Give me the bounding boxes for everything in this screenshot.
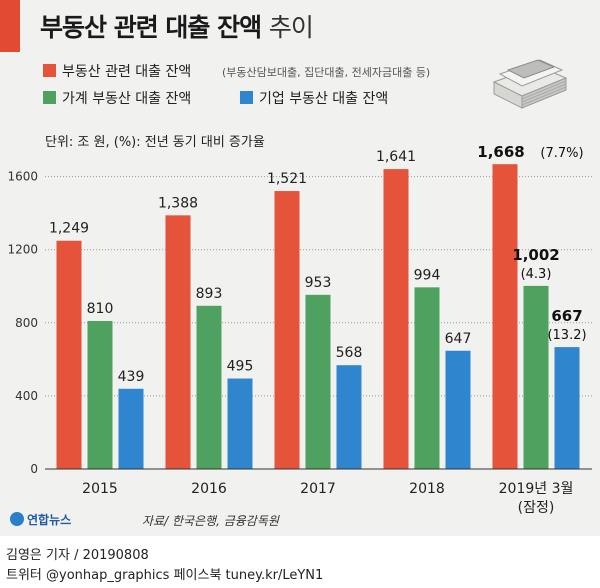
yonhap-logo-icon	[10, 512, 24, 526]
value-label: 1,249	[49, 221, 89, 237]
x-tick-label: 2015	[82, 481, 118, 497]
bar-total	[56, 240, 82, 469]
value-label: 1,521	[267, 171, 307, 187]
title-bold: 부동산 관련 대출 잔액	[40, 13, 262, 42]
value-label: 439	[118, 369, 145, 385]
legend-swatch-total	[43, 64, 56, 77]
x-tick-label: 2017	[300, 481, 336, 497]
yonhap-logo: 연합뉴스	[10, 511, 71, 528]
value-label: 1,641	[376, 149, 416, 165]
value-label: 568	[336, 345, 363, 361]
byline: 김영은 기자 / 20190808	[6, 548, 149, 563]
title-accent	[0, 0, 20, 52]
page-title: 부동산 관련 대출 잔액 추이	[40, 8, 314, 44]
title-light: 추이	[268, 13, 314, 42]
legend-label-total: 부동산 관련 대출 잔액	[62, 64, 191, 80]
bar-household	[414, 287, 440, 469]
y-tick-label: 0	[30, 462, 38, 476]
growth-label: (13.2)	[547, 328, 586, 343]
value-label: 810	[87, 301, 114, 317]
value-labels: 1,249 810 439 1,388 893 495 1,521 953 568 1,641 99…	[49, 143, 587, 385]
bar-household	[87, 320, 113, 469]
value-label: 1,388	[158, 195, 198, 211]
bar-total	[383, 169, 409, 470]
source-note: 자료/ 한국은행, 금융감독원	[142, 514, 279, 528]
y-tick-label: 1600	[7, 170, 38, 184]
bar-total	[274, 191, 300, 470]
bar-corporate	[336, 365, 362, 469]
bar-total	[492, 164, 518, 469]
bar-total	[165, 215, 191, 469]
y-tick-label: 400	[15, 389, 38, 403]
y-tick-label: 800	[15, 316, 38, 330]
unit-note: 단위: 조 원, (%): 전년 동기 대비 증가율	[45, 135, 265, 150]
logo-text: 연합뉴스	[27, 513, 72, 527]
title-bar: 부동산 관련 대출 잔액 추이	[0, 0, 600, 52]
growth-label: (4.3)	[521, 267, 552, 282]
legend-swatch-corporate	[240, 91, 253, 104]
value-label: 495	[227, 359, 254, 375]
bar-household	[305, 294, 331, 469]
bar-corporate	[118, 388, 144, 469]
x-tick-labels: 2015 2016 2017 2018 2019년 3월 (잠정)	[82, 481, 573, 516]
x-tick-label: (잠정)	[518, 500, 555, 516]
money-stack-icon	[492, 59, 568, 109]
value-label: 893	[196, 286, 223, 302]
bar-corporate	[227, 378, 253, 469]
bar-corporate	[445, 350, 471, 469]
legend-label-corporate: 기업 부동산 대출 잔액	[259, 91, 388, 107]
value-label: 953	[305, 275, 332, 291]
value-label: 647	[445, 331, 472, 347]
bar-corporate	[554, 347, 580, 469]
y-tick-labels: 0 400 800 1200 1600	[7, 170, 38, 476]
legend-label-household: 가계 부동산 대출 잔액	[62, 91, 191, 107]
x-tick-label: 2019년 3월	[499, 481, 574, 497]
legend-note-total: (부동산담보대출, 집단대출, 전세자금대출 등)	[222, 66, 430, 79]
value-label: 1,002	[512, 246, 559, 264]
footer: 김영은 기자 / 20190808 트위터 @yonhap_graphics 페…	[0, 536, 600, 588]
value-label: 1,668	[477, 143, 524, 161]
bars	[56, 164, 580, 470]
bar-chart: 부동산 관련 대출 잔액 (부동산담보대출, 집단대출, 전세자금대출 등) 가…	[7, 64, 592, 516]
legend-swatch-household	[43, 91, 56, 104]
x-tick-label: 2018	[409, 481, 445, 497]
bar-household	[523, 285, 549, 469]
social-links: 트위터 @yonhap_graphics 페이스북 tuney.kr/LeYN1	[6, 568, 324, 583]
y-tick-label: 1200	[7, 243, 38, 257]
bar-household	[196, 305, 222, 469]
value-label: 994	[414, 267, 441, 283]
growth-label: (7.7%)	[540, 146, 583, 161]
x-tick-label: 2016	[191, 481, 227, 497]
value-label: 667	[551, 307, 582, 325]
